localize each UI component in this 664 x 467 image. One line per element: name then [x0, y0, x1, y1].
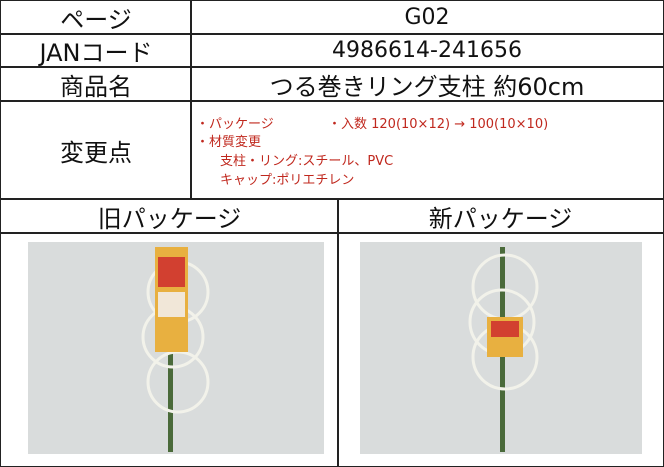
row-label: ページ: [0, 0, 192, 35]
row-label: JANコード: [0, 33, 192, 68]
new-package-photo: [360, 242, 642, 454]
changes-label: 変更点: [0, 100, 192, 200]
change-item: ・入数 120(10×12) → 100(10×10): [328, 117, 549, 132]
change-item: 支柱・リング:スチール、PVC: [220, 154, 394, 169]
old-package-photo: [28, 242, 324, 454]
row-label: 商品名: [0, 66, 192, 102]
change-item: キャップ:ポリエチレン: [220, 173, 355, 188]
photo-header: 旧パッケージ: [0, 198, 339, 234]
row-value: つる巻きリング支柱 約60cm: [190, 66, 664, 102]
change-item: ・材質変更: [196, 135, 262, 150]
change-item: ・パッケージ: [196, 117, 274, 132]
photo-header: 新パッケージ: [337, 198, 664, 234]
row-value: 4986614-241656: [190, 33, 664, 68]
row-value: G02: [190, 0, 664, 35]
